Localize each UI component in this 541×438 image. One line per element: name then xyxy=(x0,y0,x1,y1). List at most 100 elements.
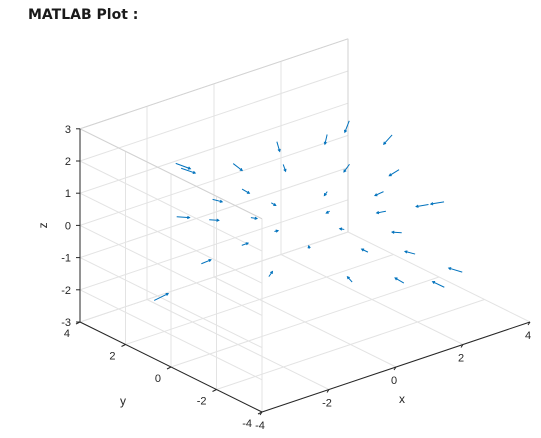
vector-arrowhead xyxy=(390,230,395,234)
y-tick-label: -4 xyxy=(242,418,252,430)
vector-arrowhead xyxy=(270,270,274,275)
z-axis-label: z xyxy=(36,222,50,228)
vector-arrow xyxy=(212,198,223,203)
x-tick-mark xyxy=(527,321,531,326)
x-tick-mark xyxy=(393,366,397,371)
side-wall-grid-line xyxy=(79,160,263,252)
y-tick-label: 0 xyxy=(155,373,161,385)
vector-arrowhead xyxy=(429,202,434,206)
vector-arrowhead xyxy=(394,277,398,281)
side-wall-grid-line xyxy=(79,192,263,284)
y-tick-label: 4 xyxy=(64,328,70,340)
y-tick-mark xyxy=(212,389,217,392)
vector-arrowhead xyxy=(273,203,277,206)
vector-arrow xyxy=(344,120,350,133)
z-tick-label: -2 xyxy=(61,285,71,297)
x-tick-label: 0 xyxy=(391,375,397,387)
z-tick-label: 3 xyxy=(65,124,71,136)
vector-arrowhead xyxy=(239,167,244,172)
vector-arrow xyxy=(268,271,273,277)
vector-arrowhead xyxy=(383,141,387,145)
vector-arrow xyxy=(176,216,190,219)
vector-arrowhead xyxy=(216,218,220,222)
vector-arrow xyxy=(374,191,384,196)
vector-arrow xyxy=(324,134,328,145)
vector-arrowhead xyxy=(344,129,348,134)
vector-arrowhead xyxy=(208,259,212,263)
y-tick-label: -2 xyxy=(197,396,207,408)
x-tick-mark xyxy=(460,344,464,348)
vector-arrow xyxy=(430,201,445,205)
y-axis-label: y xyxy=(120,394,126,408)
vector-arrowhead xyxy=(245,242,250,246)
vector-arrow xyxy=(282,164,287,172)
vector-arrow xyxy=(391,231,402,234)
vector-arrow xyxy=(175,162,191,170)
vector-arrowhead xyxy=(246,190,251,194)
vector-arrowhead xyxy=(187,215,191,220)
vector-arrowhead xyxy=(307,244,311,249)
box-edge xyxy=(79,128,263,220)
z-tick-label: -1 xyxy=(61,253,71,265)
box-edge xyxy=(79,38,349,130)
y-tick-mark xyxy=(166,366,172,370)
vector-arrowhead xyxy=(447,267,452,271)
vector-arrowhead xyxy=(323,192,327,197)
vector-arrow xyxy=(180,167,196,174)
vector-arrow xyxy=(209,219,219,221)
vector-arrowhead xyxy=(388,173,392,177)
vector-arrow xyxy=(241,188,250,194)
axis-labels: x y z xyxy=(36,222,405,408)
vector-arrowhead xyxy=(323,141,327,146)
side-wall-grid-line xyxy=(79,257,263,349)
y-tick-mark xyxy=(257,411,263,415)
vector-arrowhead xyxy=(192,170,197,174)
x-tick-mark xyxy=(326,389,330,393)
z-tick-label: 2 xyxy=(65,156,71,168)
vector-arrow xyxy=(153,293,169,301)
x-tick-label: 2 xyxy=(458,353,464,365)
vector-arrow xyxy=(448,267,463,273)
vector-arrow xyxy=(347,276,353,283)
z-tick-label: -3 xyxy=(61,317,71,329)
x-axis-label: x xyxy=(399,392,405,406)
z-tick-label: 1 xyxy=(65,188,71,200)
vector-arrowhead xyxy=(187,166,192,170)
vector-arrowhead xyxy=(374,193,378,197)
vector-arrowhead xyxy=(346,275,350,280)
z-tick-label: 0 xyxy=(65,220,71,232)
back-wall-grid-line xyxy=(79,102,349,194)
back-wall-grid-line xyxy=(79,134,349,226)
vector-arrowhead xyxy=(415,204,419,208)
floor-grid-line xyxy=(216,299,485,390)
vector-arrow xyxy=(416,203,429,208)
vector-arrowhead xyxy=(403,250,408,254)
back-wall-grid-line xyxy=(79,231,349,323)
x-tick-label: -2 xyxy=(322,398,332,410)
vector-arrow xyxy=(361,248,369,253)
vector-arrowhead xyxy=(431,281,436,285)
vector-arrow xyxy=(241,242,249,246)
x-tick-label: 4 xyxy=(525,330,531,342)
page-title: MATLAB Plot : xyxy=(28,7,139,23)
side-wall-grid-line xyxy=(79,224,263,316)
vector-arrow xyxy=(201,259,212,265)
vector-arrowhead xyxy=(254,216,259,220)
floor-grid-line xyxy=(170,276,440,368)
vector-arrow xyxy=(389,169,400,177)
y-tick-mark xyxy=(121,344,126,347)
vector-arrowhead xyxy=(338,227,343,231)
back-wall-grid-line xyxy=(79,199,349,291)
vector-arrow xyxy=(404,250,416,255)
vector-arrowhead xyxy=(343,169,347,173)
vector-arrowhead xyxy=(375,211,380,215)
vector-arrowhead xyxy=(275,229,280,233)
vector-arrow xyxy=(232,163,243,171)
vector-arrow xyxy=(376,210,386,214)
back-wall-grid-line xyxy=(79,167,349,259)
vector-arrowhead xyxy=(360,248,365,252)
y-tick-label: 2 xyxy=(109,351,115,363)
vector-arrowhead xyxy=(283,168,287,173)
